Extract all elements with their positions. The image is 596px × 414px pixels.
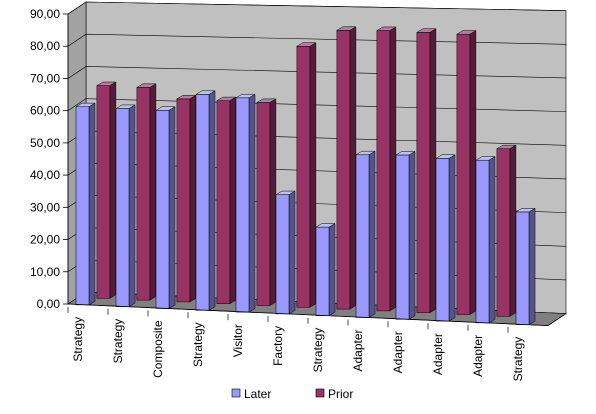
y-tick-label: 10,00 [30,265,60,279]
bar-prior [415,28,437,314]
category-label: Adapter [431,333,445,375]
y-tick-label: 50,00 [30,136,60,150]
category-label: Adapter [351,329,365,371]
y-tick-label: 60,00 [30,104,60,118]
x-axis-line [67,303,549,326]
gridline [67,98,567,112]
category-label: Factory [271,326,285,366]
category-label: Strategy [71,317,85,362]
bar-later [115,104,136,308]
category-label: Visitor [231,324,245,357]
y-tick-label: 30,00 [30,200,60,214]
bars [75,26,536,326]
category-label: Strategy [191,322,205,367]
bar-later [355,150,376,318]
category-label: Adapter [391,331,405,373]
y-tick-label: 0,00 [37,297,61,311]
y-tick-label: 20,00 [30,233,60,247]
x-axis: Strategy Strategy Composite Strategy Visitor… [67,303,565,382]
x-axis-end [547,314,565,326]
category-label: Strategy [511,337,525,382]
bar-prior [255,98,277,306]
bar-later [515,207,536,326]
y-tick-label: 80,00 [30,39,60,53]
bar-prior [455,30,477,315]
legend-swatch [231,388,241,398]
bar-later [75,102,96,306]
category-label: Composite [151,320,165,378]
bar-later [435,154,456,322]
legend-label: Prior [328,387,353,401]
category-label: Strategy [111,319,125,364]
bar-later [195,90,216,311]
gridline [67,1,567,15]
bar-prior [95,81,117,299]
bar-later [155,106,176,309]
gridline [67,66,567,79]
bar-later [315,223,336,317]
bar-prior [295,42,317,308]
legend: Later Prior [231,387,353,401]
bar-prior [375,26,397,312]
bar-prior [135,83,157,301]
gridline [67,33,567,47]
bar-prior [335,26,357,310]
y-axis: 0,00 10,00 20,00 30,00 40,00 50,00 60,00 70,00 8… [30,7,69,311]
y-tick-label: 40,00 [30,168,60,182]
legend-label: Later [244,387,271,401]
bar-later [475,156,496,324]
bar-prior [175,94,197,303]
bar-later [275,190,296,315]
category-label: Strategy [311,328,325,373]
legend-swatch [315,388,325,398]
category-label: Adapter [471,335,485,377]
bar-prior [495,144,517,317]
bar-later [395,150,416,320]
y-tick-label: 90,00 [30,7,60,21]
y-tick-label: 70,00 [30,71,60,85]
bar-later [235,93,256,313]
bar-prior [215,96,237,305]
